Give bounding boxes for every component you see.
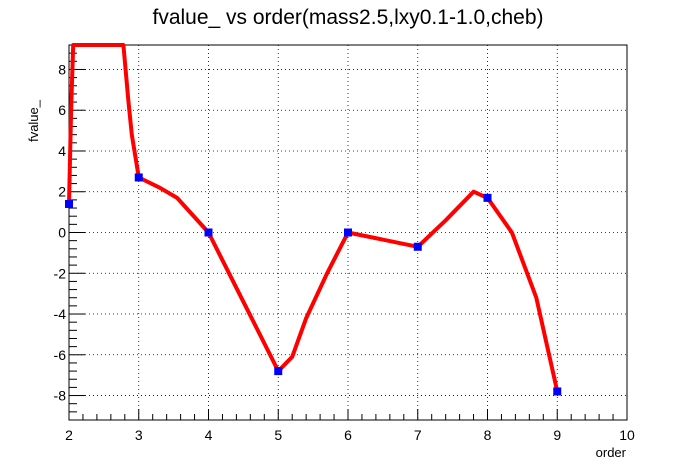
- tick-labels: 2 3 4 5 6 7 8 9 10 -8 -6 -4 -2 0 2 4 6 8: [54, 61, 635, 443]
- y-tick-label: -4: [54, 306, 67, 322]
- data-point: [65, 199, 73, 208]
- data-point: [413, 242, 422, 251]
- data-point: [134, 173, 143, 182]
- y-tick-label: 0: [58, 225, 66, 241]
- data-markers: [65, 173, 562, 396]
- y-tick-label: -6: [54, 347, 67, 363]
- x-tick-label: 2: [65, 427, 73, 443]
- fit-curve-line: [67, 43, 560, 394]
- x-tick-label: 8: [484, 427, 492, 443]
- y-tick-label: 6: [58, 102, 66, 118]
- x-tick-label: 7: [414, 427, 422, 443]
- x-tick-label: 4: [205, 427, 213, 443]
- x-tick-label: 10: [619, 427, 635, 443]
- data-point: [204, 228, 213, 237]
- y-tick-label: -8: [54, 388, 67, 404]
- data-point: [483, 193, 492, 202]
- x-axis-label: order: [596, 445, 627, 460]
- chart-title: fvalue_ vs order(mass2.5,lxy0.1-1.0,cheb…: [152, 6, 543, 29]
- fit-curve: [67, 43, 560, 394]
- y-axis-label: fvalue_: [26, 99, 41, 142]
- x-tick-label: 9: [553, 427, 561, 443]
- x-tick-label: 3: [135, 427, 143, 443]
- y-tick-label: -2: [54, 265, 67, 281]
- data-point: [274, 367, 283, 376]
- grid: [68, 45, 628, 420]
- data-point: [344, 228, 352, 237]
- y-tick-label: 2: [58, 184, 66, 200]
- x-tick-label: 5: [274, 427, 282, 443]
- y-tick-label: 8: [58, 61, 66, 77]
- y-tick-label: 4: [58, 143, 66, 159]
- data-point: [553, 387, 562, 396]
- x-tick-label: 6: [344, 427, 352, 443]
